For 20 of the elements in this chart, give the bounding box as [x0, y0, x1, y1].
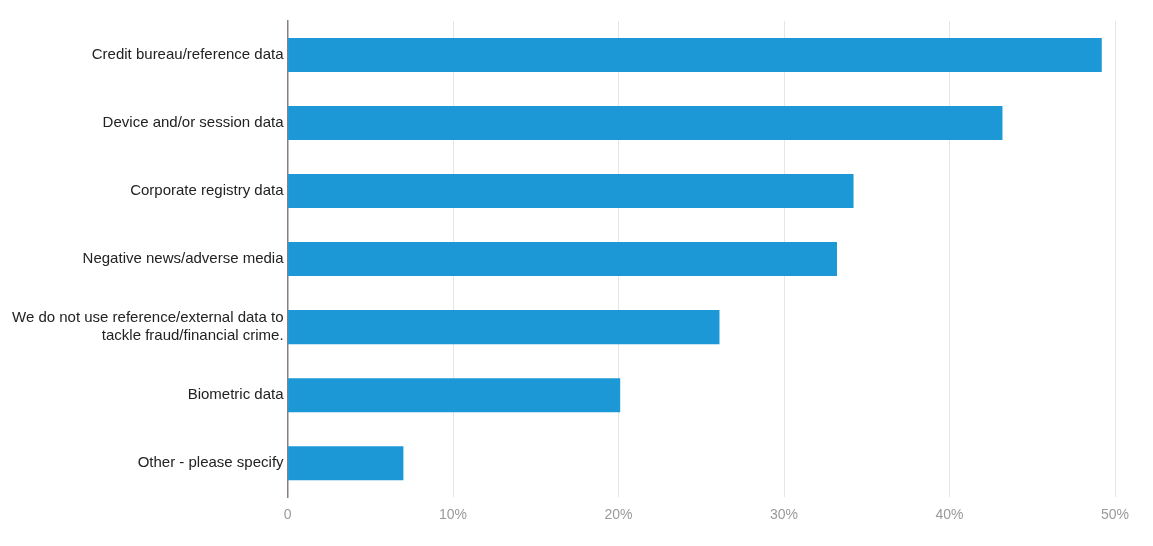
y-tick-label: Credit bureau/reference data: [91, 45, 285, 63]
x-tick-label: 50%: [1100, 506, 1130, 523]
y-tick-label: Corporate registry data: [130, 181, 285, 199]
bar: [288, 378, 621, 413]
bar: [288, 174, 854, 209]
bar: [288, 106, 1003, 141]
y-tick-label: We do not use reference/external data to tackle fraud/financial crime.: [12, 308, 284, 344]
x-tick-label: 20%: [604, 506, 633, 523]
y-tick-label: Biometric data: [187, 385, 285, 403]
bar: [288, 242, 837, 277]
x-tick-label: 10%: [439, 506, 468, 523]
x-tick-label: 0: [283, 506, 292, 523]
bar: [288, 310, 720, 345]
x-tick-label: 40%: [935, 506, 964, 523]
bar: [288, 446, 404, 481]
y-tick-label: Negative news/adverse media: [82, 249, 285, 267]
y-tick-label: Other - please specify: [137, 453, 285, 471]
x-tick-label: 30%: [770, 506, 799, 523]
y-tick-label: Device and/or session data: [102, 113, 285, 131]
bar: [288, 38, 1102, 73]
